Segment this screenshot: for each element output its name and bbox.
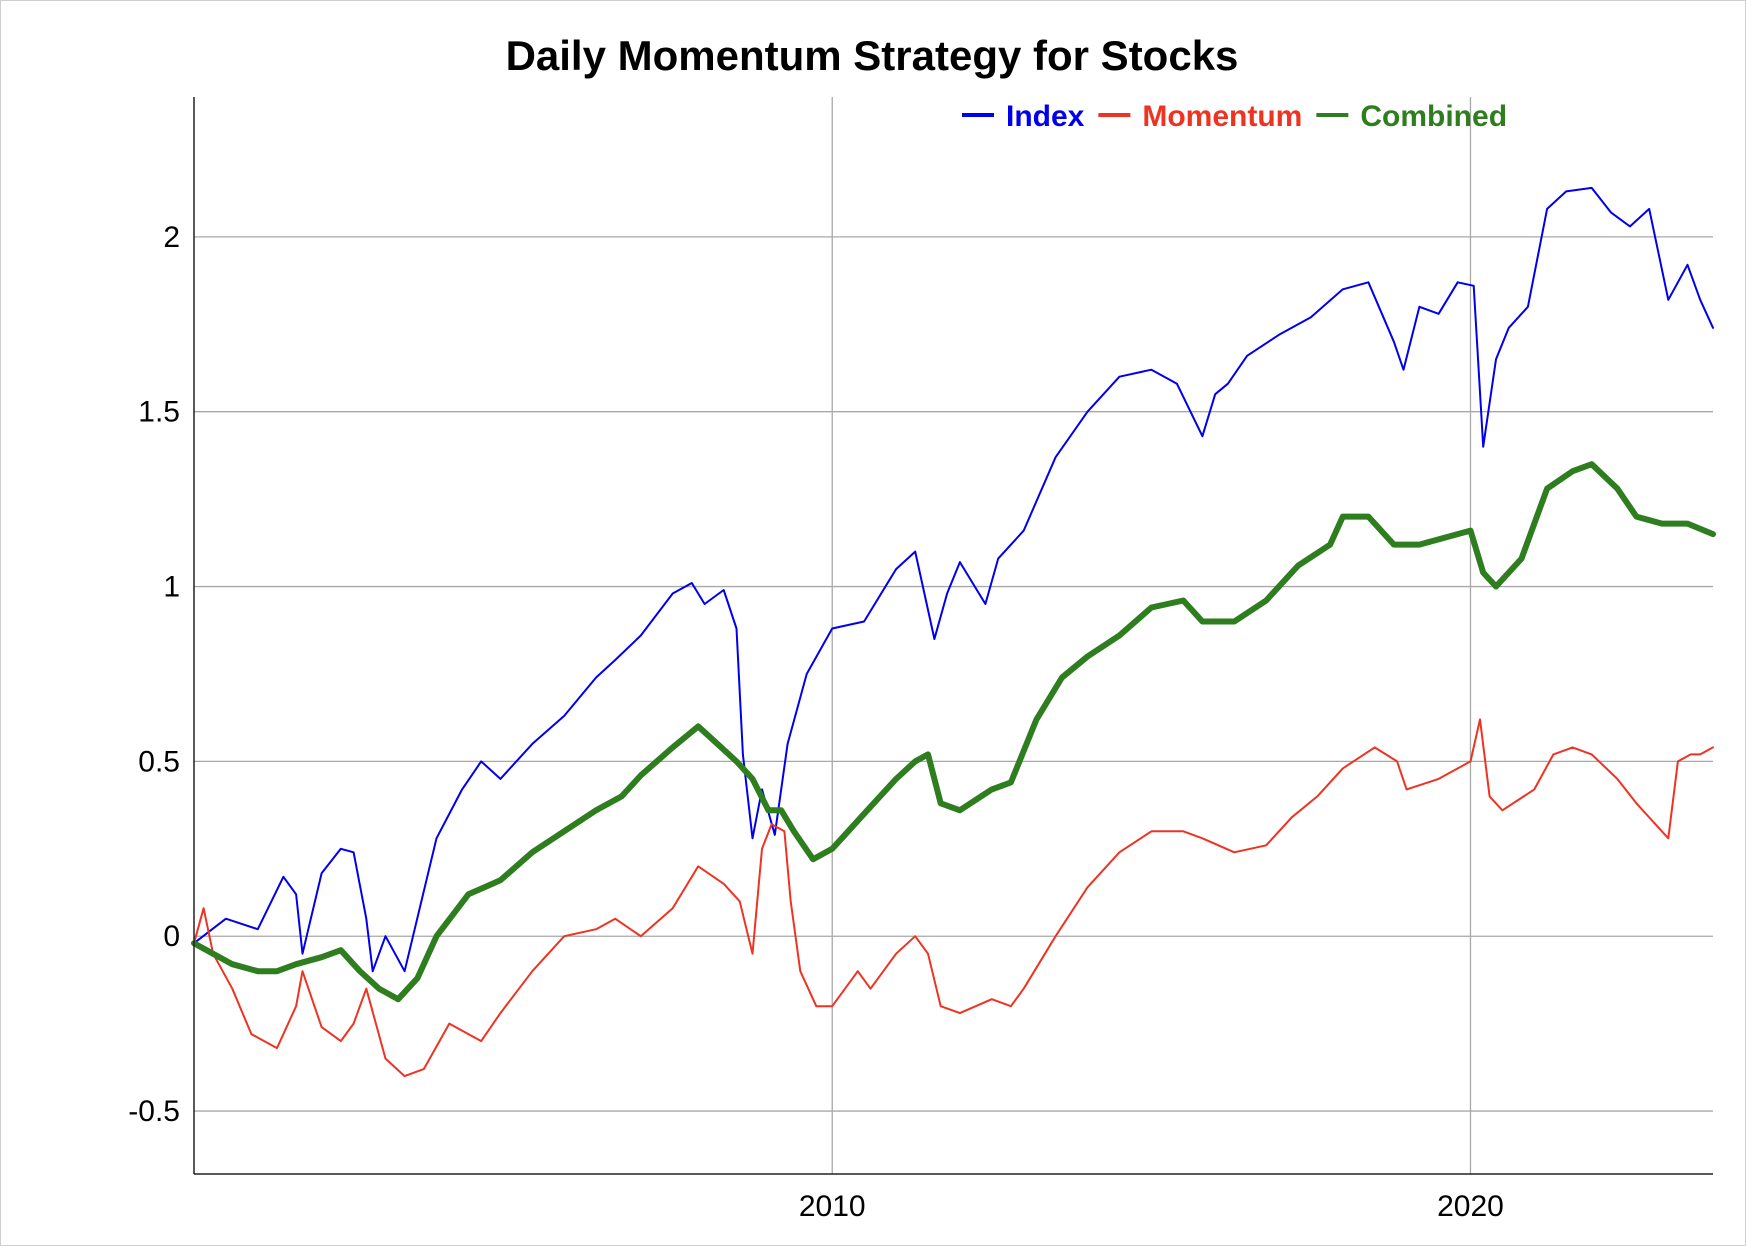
series-momentum-line: [193, 718, 1714, 1078]
y-tick-label: 0.5: [138, 745, 180, 778]
y-tick-label: 2: [163, 221, 180, 254]
series-index-line: [193, 186, 1714, 973]
chart-title: Daily Momentum Strategy for Stocks: [506, 32, 1239, 79]
legend-label-index: Index: [1006, 100, 1085, 133]
y-tick-label: 1.5: [138, 396, 180, 429]
x-tick-label: 2010: [799, 1190, 866, 1223]
axes: [193, 97, 1713, 1175]
grid: [194, 97, 1713, 1174]
legend-label-combined: Combined: [1360, 100, 1507, 133]
legend: Index Momentum Combined: [962, 100, 1507, 133]
y-tick-label: -0.5: [128, 1095, 180, 1128]
y-tick-label: 1: [163, 571, 180, 604]
series-layer: [191, 186, 1716, 1078]
tick-labels: -0.5 0 0.5 1 1.5 2 2010 2020: [128, 221, 1504, 1223]
y-tick-label: 0: [163, 920, 180, 953]
series-combined-line: [191, 461, 1716, 1003]
legend-label-momentum: Momentum: [1142, 100, 1302, 133]
x-tick-label: 2020: [1437, 1190, 1504, 1223]
